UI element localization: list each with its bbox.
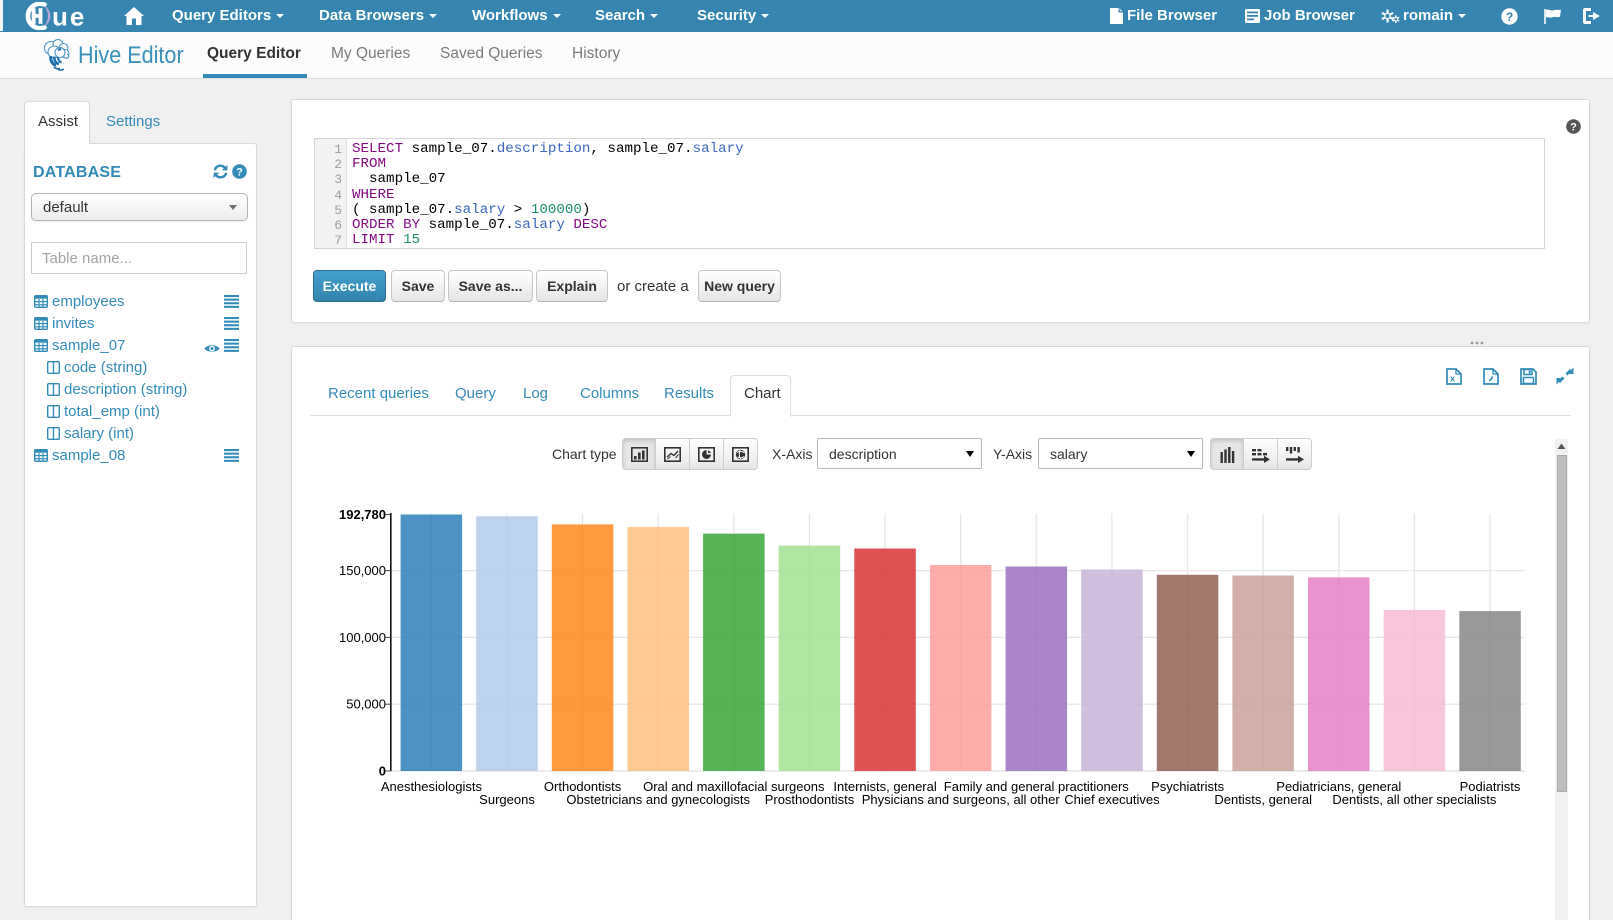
- svg-text:?: ?: [1506, 10, 1513, 24]
- svg-text:Psychiatrists: Psychiatrists: [1151, 779, 1224, 794]
- svg-text:ue: ue: [52, 2, 86, 30]
- svg-text:100,000: 100,000: [339, 630, 386, 645]
- svg-text:x: x: [1450, 374, 1455, 384]
- svg-text:150,000: 150,000: [339, 563, 386, 578]
- svg-text:Dentists, all other specialist: Dentists, all other specialists: [1332, 792, 1497, 807]
- svg-text:?: ?: [1570, 122, 1577, 134]
- svg-text:Obstetricians and gynecologist: Obstetricians and gynecologists: [566, 792, 750, 807]
- svg-text:Internists, general: Internists, general: [833, 779, 936, 794]
- svg-text:Family and general practitione: Family and general practitioners: [944, 779, 1129, 794]
- svg-text:Prosthodontists: Prosthodontists: [765, 792, 855, 807]
- svg-text:Pediatricians, general: Pediatricians, general: [1276, 779, 1401, 794]
- svg-text:Podiatrists: Podiatrists: [1460, 779, 1521, 794]
- svg-text:50,000: 50,000: [346, 697, 386, 712]
- svg-text:0: 0: [379, 764, 386, 779]
- svg-text:Physicians and surgeons, all o: Physicians and surgeons, all other: [862, 792, 1061, 807]
- svg-text:?: ?: [236, 167, 243, 179]
- svg-text:Oral and maxillofacial surgeon: Oral and maxillofacial surgeons: [643, 779, 825, 794]
- svg-text:Surgeons: Surgeons: [479, 792, 535, 807]
- svg-text:Chief executives: Chief executives: [1064, 792, 1160, 807]
- svg-text:192,780: 192,780: [339, 507, 386, 522]
- svg-text:Orthodontists: Orthodontists: [544, 779, 622, 794]
- svg-text:Anesthesiologists: Anesthesiologists: [381, 779, 483, 794]
- svg-text:Dentists, general: Dentists, general: [1214, 792, 1312, 807]
